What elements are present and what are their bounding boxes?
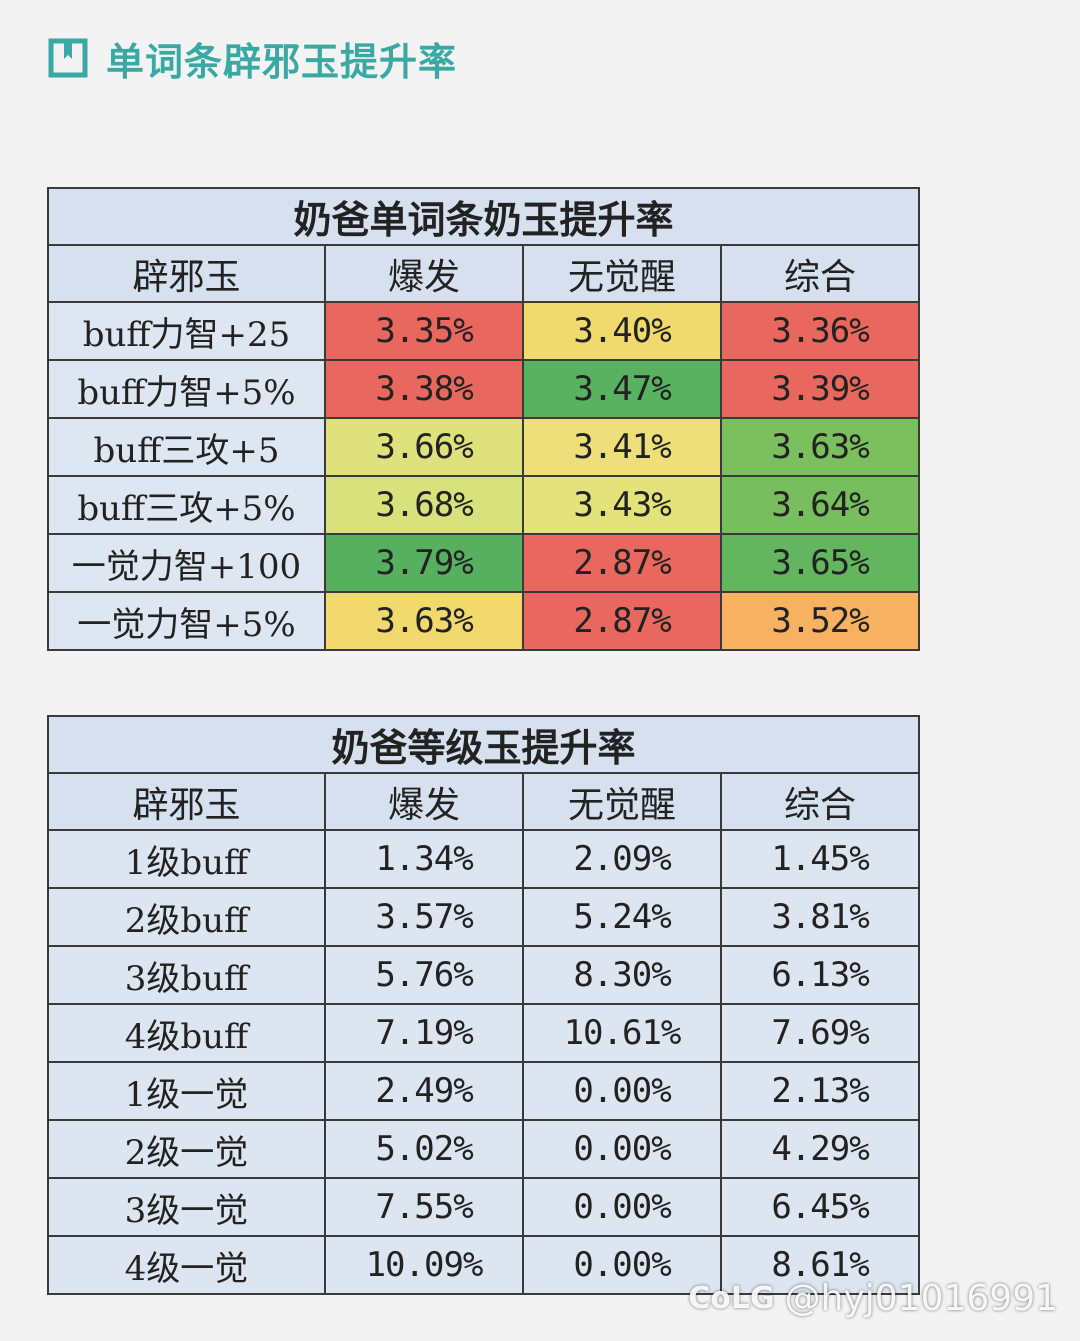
table-row: buff力智+25 3.35% 3.40% 3.36% [47, 301, 921, 361]
table-row: 一觉力智+5% 3.63% 2.87% 3.52% [47, 591, 921, 651]
value-cell: 6.45% [719, 1177, 921, 1237]
table-row: 一觉力智+100 3.79% 2.87% 3.65% [47, 533, 921, 593]
section-header: 单词条辟邪玉提升率 [48, 30, 457, 86]
level-jade-table: 奶爸等级玉提升率 辟邪玉 爆发 无觉醒 综合 1级buff 1.34% 2.09% 1… [46, 715, 921, 1295]
value-cell: 2.87% [522, 591, 722, 651]
value-cell: 0.00% [522, 1119, 722, 1179]
watermark-handle: @hyj01016991 [784, 1278, 1058, 1319]
value-cell: 3.81% [719, 887, 921, 947]
value-cell: 3.39% [719, 359, 921, 419]
value-cell: 2.87% [522, 533, 722, 593]
value-cell: 10.09% [324, 1235, 524, 1295]
table-body: 1级buff 1.34% 2.09% 1.45% 2级buff 3.57% 5.24% 3.8… [47, 829, 921, 1295]
value-cell: 5.24% [522, 887, 722, 947]
row-label: 1级buff [47, 829, 326, 889]
table-row: 4级一觉 10.09% 0.00% 8.61% [47, 1235, 921, 1295]
column-header: 爆发 [324, 244, 524, 303]
value-cell: 8.30% [522, 945, 722, 1005]
value-cell: 3.41% [522, 417, 722, 477]
column-header: 综合 [719, 244, 921, 303]
table-row: buff力智+5% 3.38% 3.47% 3.39% [47, 359, 921, 419]
value-cell: 7.55% [324, 1177, 524, 1237]
table-row: 1级一觉 2.49% 0.00% 2.13% [47, 1061, 921, 1121]
table-body: buff力智+25 3.35% 3.40% 3.36% buff力智+5% 3.38% 3.… [47, 301, 921, 651]
value-cell: 3.43% [522, 475, 722, 535]
column-header: 爆发 [324, 772, 524, 831]
value-cell: 3.35% [324, 301, 524, 361]
value-cell: 1.34% [324, 829, 524, 889]
column-header: 综合 [719, 772, 921, 831]
value-cell: 3.64% [719, 475, 921, 535]
table-title: 奶爸单词条奶玉提升率 [46, 187, 921, 246]
row-label: 4级buff [47, 1003, 326, 1063]
value-cell: 3.68% [324, 475, 524, 535]
value-cell: 3.63% [719, 417, 921, 477]
book-icon [48, 38, 88, 78]
row-label: buff力智+25 [47, 301, 326, 361]
value-cell: 3.38% [324, 359, 524, 419]
value-cell: 3.57% [324, 887, 524, 947]
row-label: buff力智+5% [47, 359, 326, 419]
row-label: 1级一觉 [47, 1061, 326, 1121]
column-header: 无觉醒 [522, 772, 722, 831]
table-row: 1级buff 1.34% 2.09% 1.45% [47, 829, 921, 889]
value-cell: 3.65% [719, 533, 921, 593]
value-cell: 2.49% [324, 1061, 524, 1121]
column-header: 无觉醒 [522, 244, 722, 303]
table-title: 奶爸等级玉提升率 [46, 715, 921, 774]
table-row: buff三攻+5 3.66% 3.41% 3.63% [47, 417, 921, 477]
value-cell: 0.00% [522, 1061, 722, 1121]
value-cell: 8.61% [719, 1235, 921, 1295]
value-cell: 3.36% [719, 301, 921, 361]
value-cell: 4.29% [719, 1119, 921, 1179]
table-row: buff三攻+5% 3.68% 3.43% 3.64% [47, 475, 921, 535]
table-row: 2级buff 3.57% 5.24% 3.81% [47, 887, 921, 947]
table-row: 4级buff 7.19% 10.61% 7.69% [47, 1003, 921, 1063]
value-cell: 0.00% [522, 1235, 722, 1295]
value-cell: 7.19% [324, 1003, 524, 1063]
table-header-row: 辟邪玉 爆发 无觉醒 综合 [47, 772, 921, 831]
row-label: 2级一觉 [47, 1119, 326, 1179]
table-row: 3级一觉 7.55% 0.00% 6.45% [47, 1177, 921, 1237]
row-label: buff三攻+5% [47, 475, 326, 535]
value-cell: 5.02% [324, 1119, 524, 1179]
value-cell: 3.47% [522, 359, 722, 419]
row-label: 一觉力智+5% [47, 591, 326, 651]
section-title: 单词条辟邪玉提升率 [106, 39, 458, 84]
watermark: CoLG @hyj01016991 [688, 1278, 1058, 1319]
row-label: 3级一觉 [47, 1177, 326, 1237]
value-cell: 3.79% [324, 533, 524, 593]
value-cell: 3.52% [719, 591, 921, 651]
value-cell: 3.66% [324, 417, 524, 477]
value-cell: 0.00% [522, 1177, 722, 1237]
single-stat-jade-table: 奶爸单词条奶玉提升率 辟邪玉 爆发 无觉醒 综合 buff力智+25 3.35% 3… [46, 187, 921, 651]
value-cell: 7.69% [719, 1003, 921, 1063]
row-label: buff三攻+5 [47, 417, 326, 477]
row-label: 2级buff [47, 887, 326, 947]
watermark-logo: CoLG [688, 1281, 775, 1316]
row-label: 3级buff [47, 945, 326, 1005]
value-cell: 10.61% [522, 1003, 722, 1063]
column-header: 辟邪玉 [47, 244, 326, 303]
value-cell: 2.13% [719, 1061, 921, 1121]
table-row: 2级一觉 5.02% 0.00% 4.29% [47, 1119, 921, 1179]
value-cell: 3.40% [522, 301, 722, 361]
value-cell: 5.76% [324, 945, 524, 1005]
column-header: 辟邪玉 [47, 772, 326, 831]
row-label: 4级一觉 [47, 1235, 326, 1295]
row-label: 一觉力智+100 [47, 533, 326, 593]
table-row: 3级buff 5.76% 8.30% 6.13% [47, 945, 921, 1005]
value-cell: 1.45% [719, 829, 921, 889]
value-cell: 6.13% [719, 945, 921, 1005]
value-cell: 3.63% [324, 591, 524, 651]
table-header-row: 辟邪玉 爆发 无觉醒 综合 [47, 244, 921, 303]
value-cell: 2.09% [522, 829, 722, 889]
